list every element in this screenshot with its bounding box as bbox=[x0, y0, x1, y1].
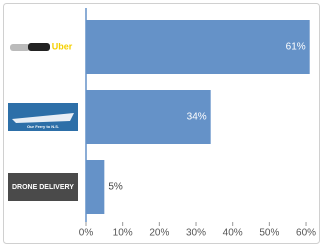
bar bbox=[86, 20, 310, 74]
y-tick-label: DRONE DELIVERY bbox=[12, 184, 74, 191]
value-label: 61% bbox=[286, 42, 306, 53]
x-tick-label: 10% bbox=[113, 228, 133, 239]
value-label: 5% bbox=[108, 182, 123, 193]
y-tick-label: Uber bbox=[52, 41, 73, 51]
car bbox=[10, 44, 30, 51]
value-label: 34% bbox=[187, 112, 207, 123]
x-tick-label: 40% bbox=[223, 228, 243, 239]
car bbox=[28, 43, 50, 51]
chart: 0% 10% 20% 30% 40% 50% 60% 61% Uber 34% Our Ferry … bbox=[0, 0, 323, 247]
x-tick-label: 60% bbox=[296, 228, 316, 239]
x-tick-label: 0% bbox=[79, 228, 94, 239]
y-tick-label: Our Ferry to N.S. bbox=[27, 124, 59, 129]
x-tick-label: 30% bbox=[186, 228, 206, 239]
x-tick-label: 20% bbox=[149, 228, 169, 239]
x-tick-label: 50% bbox=[259, 228, 279, 239]
bar bbox=[86, 160, 104, 214]
